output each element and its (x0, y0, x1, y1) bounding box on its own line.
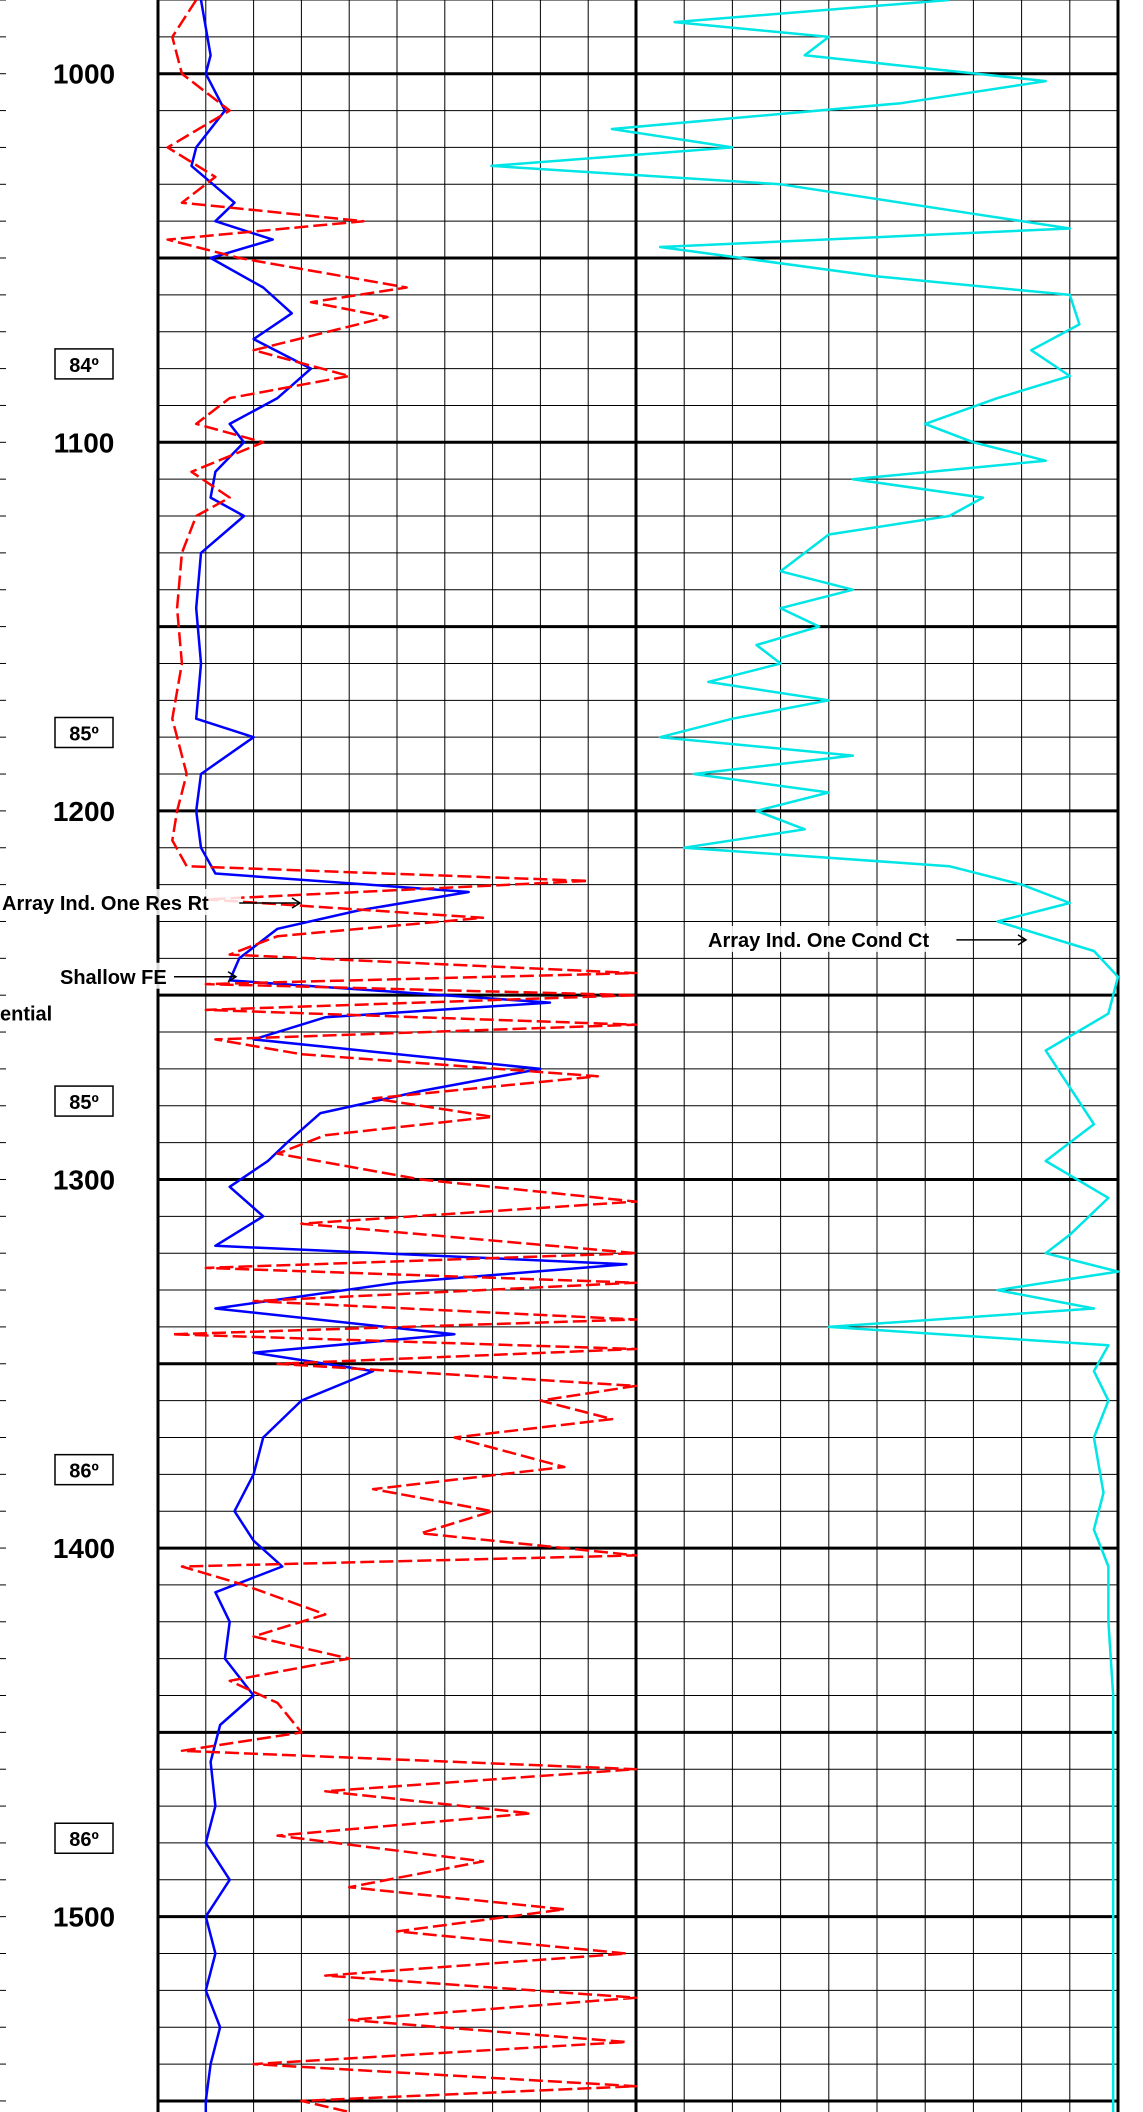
curve-annotations: Array Ind. One Res Rt Shallow FE ential Arr… (0, 889, 1028, 1026)
inclination-marker: 84º (54, 348, 114, 380)
curve-series-2 (490, 0, 1120, 2112)
depth-tick-label: 1300 (53, 1164, 115, 1195)
inclination-marker: 85º (54, 716, 114, 749)
curve-annotation: Array Ind. One Res Rt (0, 889, 302, 916)
arrow-head (291, 897, 302, 909)
svg-text:85º: 85º (69, 1092, 99, 1114)
curve-series-1 (166, 0, 638, 2112)
svg-text:Shallow FE: Shallow FE (60, 967, 167, 989)
grid (0, 0, 1120, 2112)
curve-annotation: ential (0, 1004, 52, 1026)
svg-text:Array Ind. One Res Rt: Array Ind. One Res Rt (2, 893, 209, 915)
depth-tick-label: 1100 (54, 427, 115, 458)
depth-tick-label: 1000 (53, 59, 115, 90)
svg-text:86º: 86º (69, 1829, 99, 1851)
inclination-marker: 86º (54, 1453, 114, 1486)
depth-tick-label: 1200 (53, 796, 115, 827)
curve-annotation: Shallow FE (58, 962, 238, 989)
depth-track: 1000 1100 1200 1300 1400 1500 (53, 59, 115, 1933)
curves (166, 0, 1120, 2112)
inclination-marker: 85º (54, 1085, 114, 1117)
inclination-marker: 86º (54, 1822, 114, 1854)
curve-series-0 (190, 0, 628, 2112)
svg-text:Array Ind. One Cond Ct: Array Ind. One Cond Ct (708, 930, 929, 952)
arrow-head (227, 971, 238, 983)
svg-text:84º: 84º (69, 355, 99, 377)
inclination-markers: 84º 85º 85º 86º 86º (54, 348, 114, 1854)
svg-text:ential: ential (0, 1004, 52, 1026)
arrow-head (1017, 934, 1028, 946)
svg-text:86º: 86º (69, 1461, 99, 1483)
depth-tick-label: 1400 (53, 1533, 115, 1564)
depth-tick-label: 1500 (53, 1902, 115, 1933)
curve-annotation: Array Ind. One Cond Ct (706, 925, 1028, 952)
svg-text:85º: 85º (69, 723, 99, 745)
